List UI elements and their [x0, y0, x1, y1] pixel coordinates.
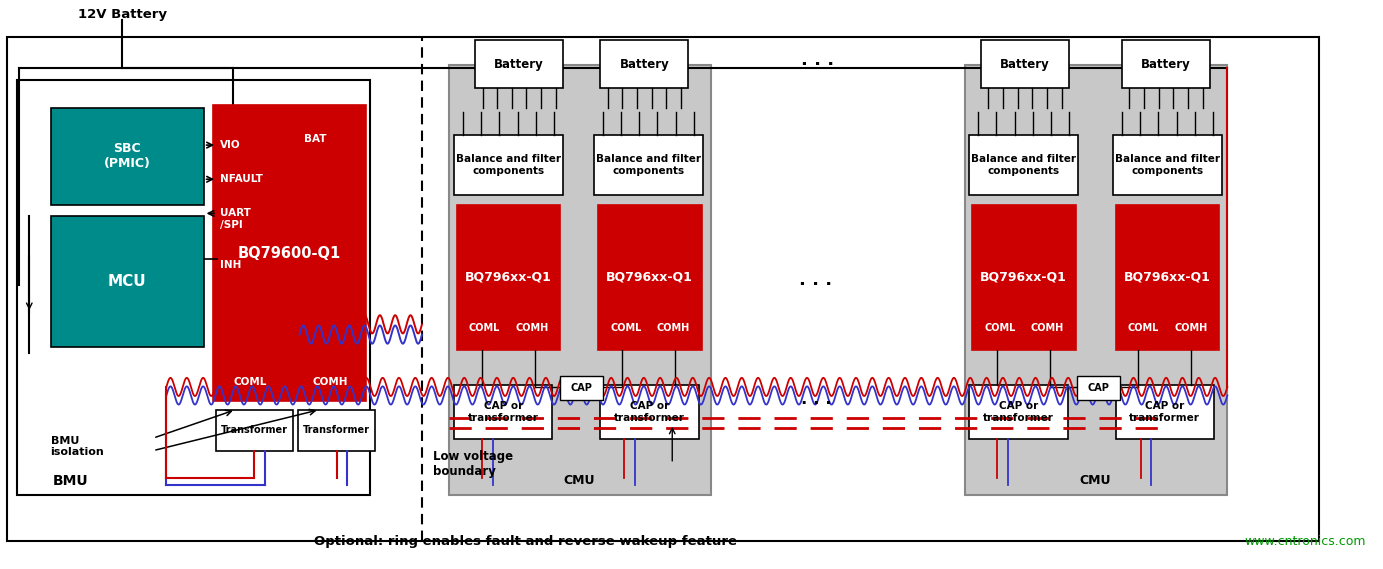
- Text: MCU: MCU: [108, 274, 147, 289]
- FancyBboxPatch shape: [969, 135, 1079, 195]
- FancyBboxPatch shape: [51, 216, 203, 347]
- FancyBboxPatch shape: [593, 135, 703, 195]
- FancyBboxPatch shape: [1077, 376, 1119, 400]
- Text: www.cntronics.com: www.cntronics.com: [1245, 535, 1366, 548]
- Text: Battery: Battery: [1000, 57, 1050, 71]
- FancyBboxPatch shape: [216, 410, 293, 451]
- Text: CAP: CAP: [1087, 383, 1109, 393]
- Text: BAT: BAT: [303, 134, 326, 145]
- Text: COML: COML: [1129, 323, 1159, 333]
- FancyBboxPatch shape: [969, 385, 1068, 439]
- FancyBboxPatch shape: [7, 37, 1319, 541]
- Text: BQ796xx-Q1: BQ796xx-Q1: [465, 271, 552, 284]
- Text: CAP or
transformer: CAP or transformer: [467, 402, 538, 423]
- Text: · · ·: · · ·: [799, 275, 833, 294]
- Text: Balance and filter
components: Balance and filter components: [1115, 154, 1220, 175]
- FancyBboxPatch shape: [981, 40, 1069, 88]
- Text: BMU: BMU: [54, 474, 89, 488]
- Text: CMU: CMU: [1080, 475, 1112, 487]
- Text: · · ·: · · ·: [801, 395, 831, 413]
- Text: VIO: VIO: [220, 140, 241, 150]
- Text: Optional: ring enables fault and reverse wakeup feature: Optional: ring enables fault and reverse…: [314, 535, 737, 548]
- Text: COML: COML: [234, 377, 267, 387]
- Text: CAP or
transformer: CAP or transformer: [614, 402, 685, 423]
- Text: Balance and filter
components: Balance and filter components: [596, 154, 701, 175]
- Text: COML: COML: [985, 323, 1015, 333]
- FancyBboxPatch shape: [560, 376, 603, 400]
- Text: CAP: CAP: [571, 383, 593, 393]
- Text: Battery: Battery: [620, 57, 669, 71]
- Text: COMH: COMH: [1174, 323, 1207, 333]
- Text: COML: COML: [469, 323, 501, 333]
- Text: INH: INH: [220, 259, 241, 270]
- Text: 12V Battery: 12V Battery: [77, 8, 167, 20]
- FancyBboxPatch shape: [600, 385, 698, 439]
- FancyBboxPatch shape: [1116, 385, 1214, 439]
- Text: Transformer: Transformer: [221, 425, 288, 435]
- FancyBboxPatch shape: [1116, 205, 1220, 350]
- Text: Balance and filter
components: Balance and filter components: [971, 154, 1076, 175]
- Text: Battery: Battery: [494, 57, 544, 71]
- FancyBboxPatch shape: [51, 108, 203, 205]
- Text: SBC
(PMIC): SBC (PMIC): [104, 142, 151, 171]
- FancyBboxPatch shape: [965, 65, 1227, 495]
- Text: BQ79600-Q1: BQ79600-Q1: [238, 246, 342, 261]
- Text: CMU: CMU: [563, 475, 595, 487]
- Text: CAP or
transformer: CAP or transformer: [1130, 402, 1200, 423]
- Text: COMH: COMH: [1030, 323, 1064, 333]
- Text: BQ796xx-Q1: BQ796xx-Q1: [1124, 271, 1212, 284]
- Text: COMH: COMH: [657, 323, 690, 333]
- FancyBboxPatch shape: [1113, 135, 1223, 195]
- FancyBboxPatch shape: [448, 65, 711, 495]
- Text: BQ796xx-Q1: BQ796xx-Q1: [981, 271, 1068, 284]
- FancyBboxPatch shape: [1122, 40, 1210, 88]
- FancyBboxPatch shape: [213, 105, 366, 401]
- Text: BQ796xx-Q1: BQ796xx-Q1: [606, 271, 693, 284]
- Text: NFAULT: NFAULT: [220, 174, 263, 184]
- Text: Low voltage
boundary: Low voltage boundary: [433, 450, 513, 478]
- Text: CAP or
transformer: CAP or transformer: [983, 402, 1054, 423]
- Text: Transformer: Transformer: [303, 425, 371, 435]
- FancyBboxPatch shape: [597, 205, 701, 350]
- FancyBboxPatch shape: [600, 40, 689, 88]
- Text: UART
/SPI: UART /SPI: [220, 208, 250, 230]
- FancyBboxPatch shape: [456, 205, 560, 350]
- Text: BMU
isolation: BMU isolation: [51, 436, 104, 457]
- FancyBboxPatch shape: [972, 205, 1076, 350]
- Text: Balance and filter
components: Balance and filter components: [456, 154, 561, 175]
- Text: EN: EN: [57, 96, 75, 106]
- FancyBboxPatch shape: [299, 410, 375, 451]
- Text: Battery: Battery: [1141, 57, 1191, 71]
- FancyBboxPatch shape: [476, 40, 563, 88]
- FancyBboxPatch shape: [454, 135, 563, 195]
- Text: COML: COML: [610, 323, 642, 333]
- Text: COMH: COMH: [516, 323, 549, 333]
- FancyBboxPatch shape: [18, 80, 371, 495]
- Text: · · ·: · · ·: [801, 56, 834, 75]
- FancyBboxPatch shape: [454, 385, 552, 439]
- Text: COMH: COMH: [313, 377, 349, 387]
